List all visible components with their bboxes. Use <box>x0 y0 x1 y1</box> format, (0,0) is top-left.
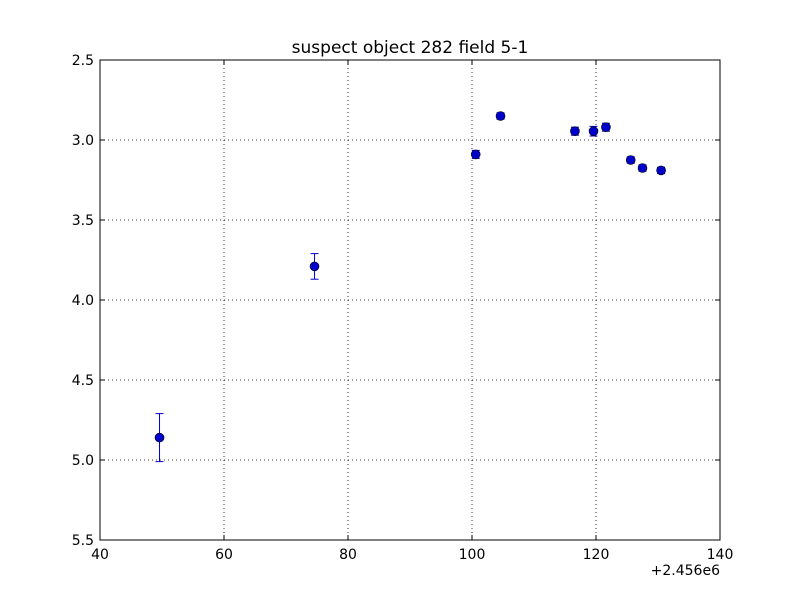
data-point <box>495 111 506 121</box>
data-points <box>154 111 666 463</box>
x-axis-offset-label: +2.456e6 <box>651 563 720 579</box>
axis-ticks: 40 60 80 100 120 140 2.5 3.0 3.5 4.0 4.5 5.0 5.5 <box>72 53 734 563</box>
data-point <box>154 432 165 443</box>
data-point <box>656 165 666 176</box>
x-tick-label: 140 <box>707 547 734 563</box>
data-point <box>588 126 599 136</box>
chart-title: suspect object 282 field 5-1 <box>292 38 529 58</box>
grid-lines <box>100 60 720 540</box>
y-tick-label: 3.0 <box>72 133 94 149</box>
x-tick-label: 40 <box>91 547 109 563</box>
data-point <box>601 122 611 132</box>
y-tick-label: 5.0 <box>72 453 94 469</box>
data-point <box>637 163 648 173</box>
data-point <box>309 261 320 272</box>
data-point <box>470 149 481 160</box>
y-tick-label: 4.0 <box>72 293 94 309</box>
x-tick-label: 80 <box>339 547 357 563</box>
x-tick-label: 100 <box>459 547 486 563</box>
data-point <box>570 126 580 136</box>
y-tick-label: 5.5 <box>72 533 94 549</box>
y-tick-label: 2.5 <box>72 53 94 69</box>
data-point <box>625 155 636 165</box>
y-tick-label: 4.5 <box>72 373 94 389</box>
x-tick-label: 120 <box>583 547 610 563</box>
y-tick-label: 3.5 <box>72 213 94 229</box>
x-tick-label: 60 <box>215 547 233 563</box>
